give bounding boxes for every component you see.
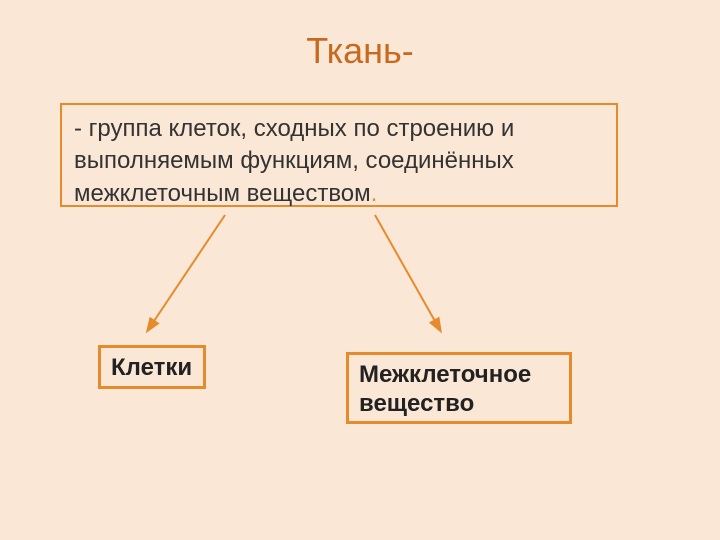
- child-box-intercellular: Межклеточное вещество: [346, 352, 572, 424]
- arrow-right: [0, 0, 720, 540]
- slide: Ткань- - группа клеток, сходных по строе…: [0, 0, 720, 540]
- child-box-cells: Клетки: [98, 345, 206, 389]
- arrow-right-line: [375, 215, 440, 330]
